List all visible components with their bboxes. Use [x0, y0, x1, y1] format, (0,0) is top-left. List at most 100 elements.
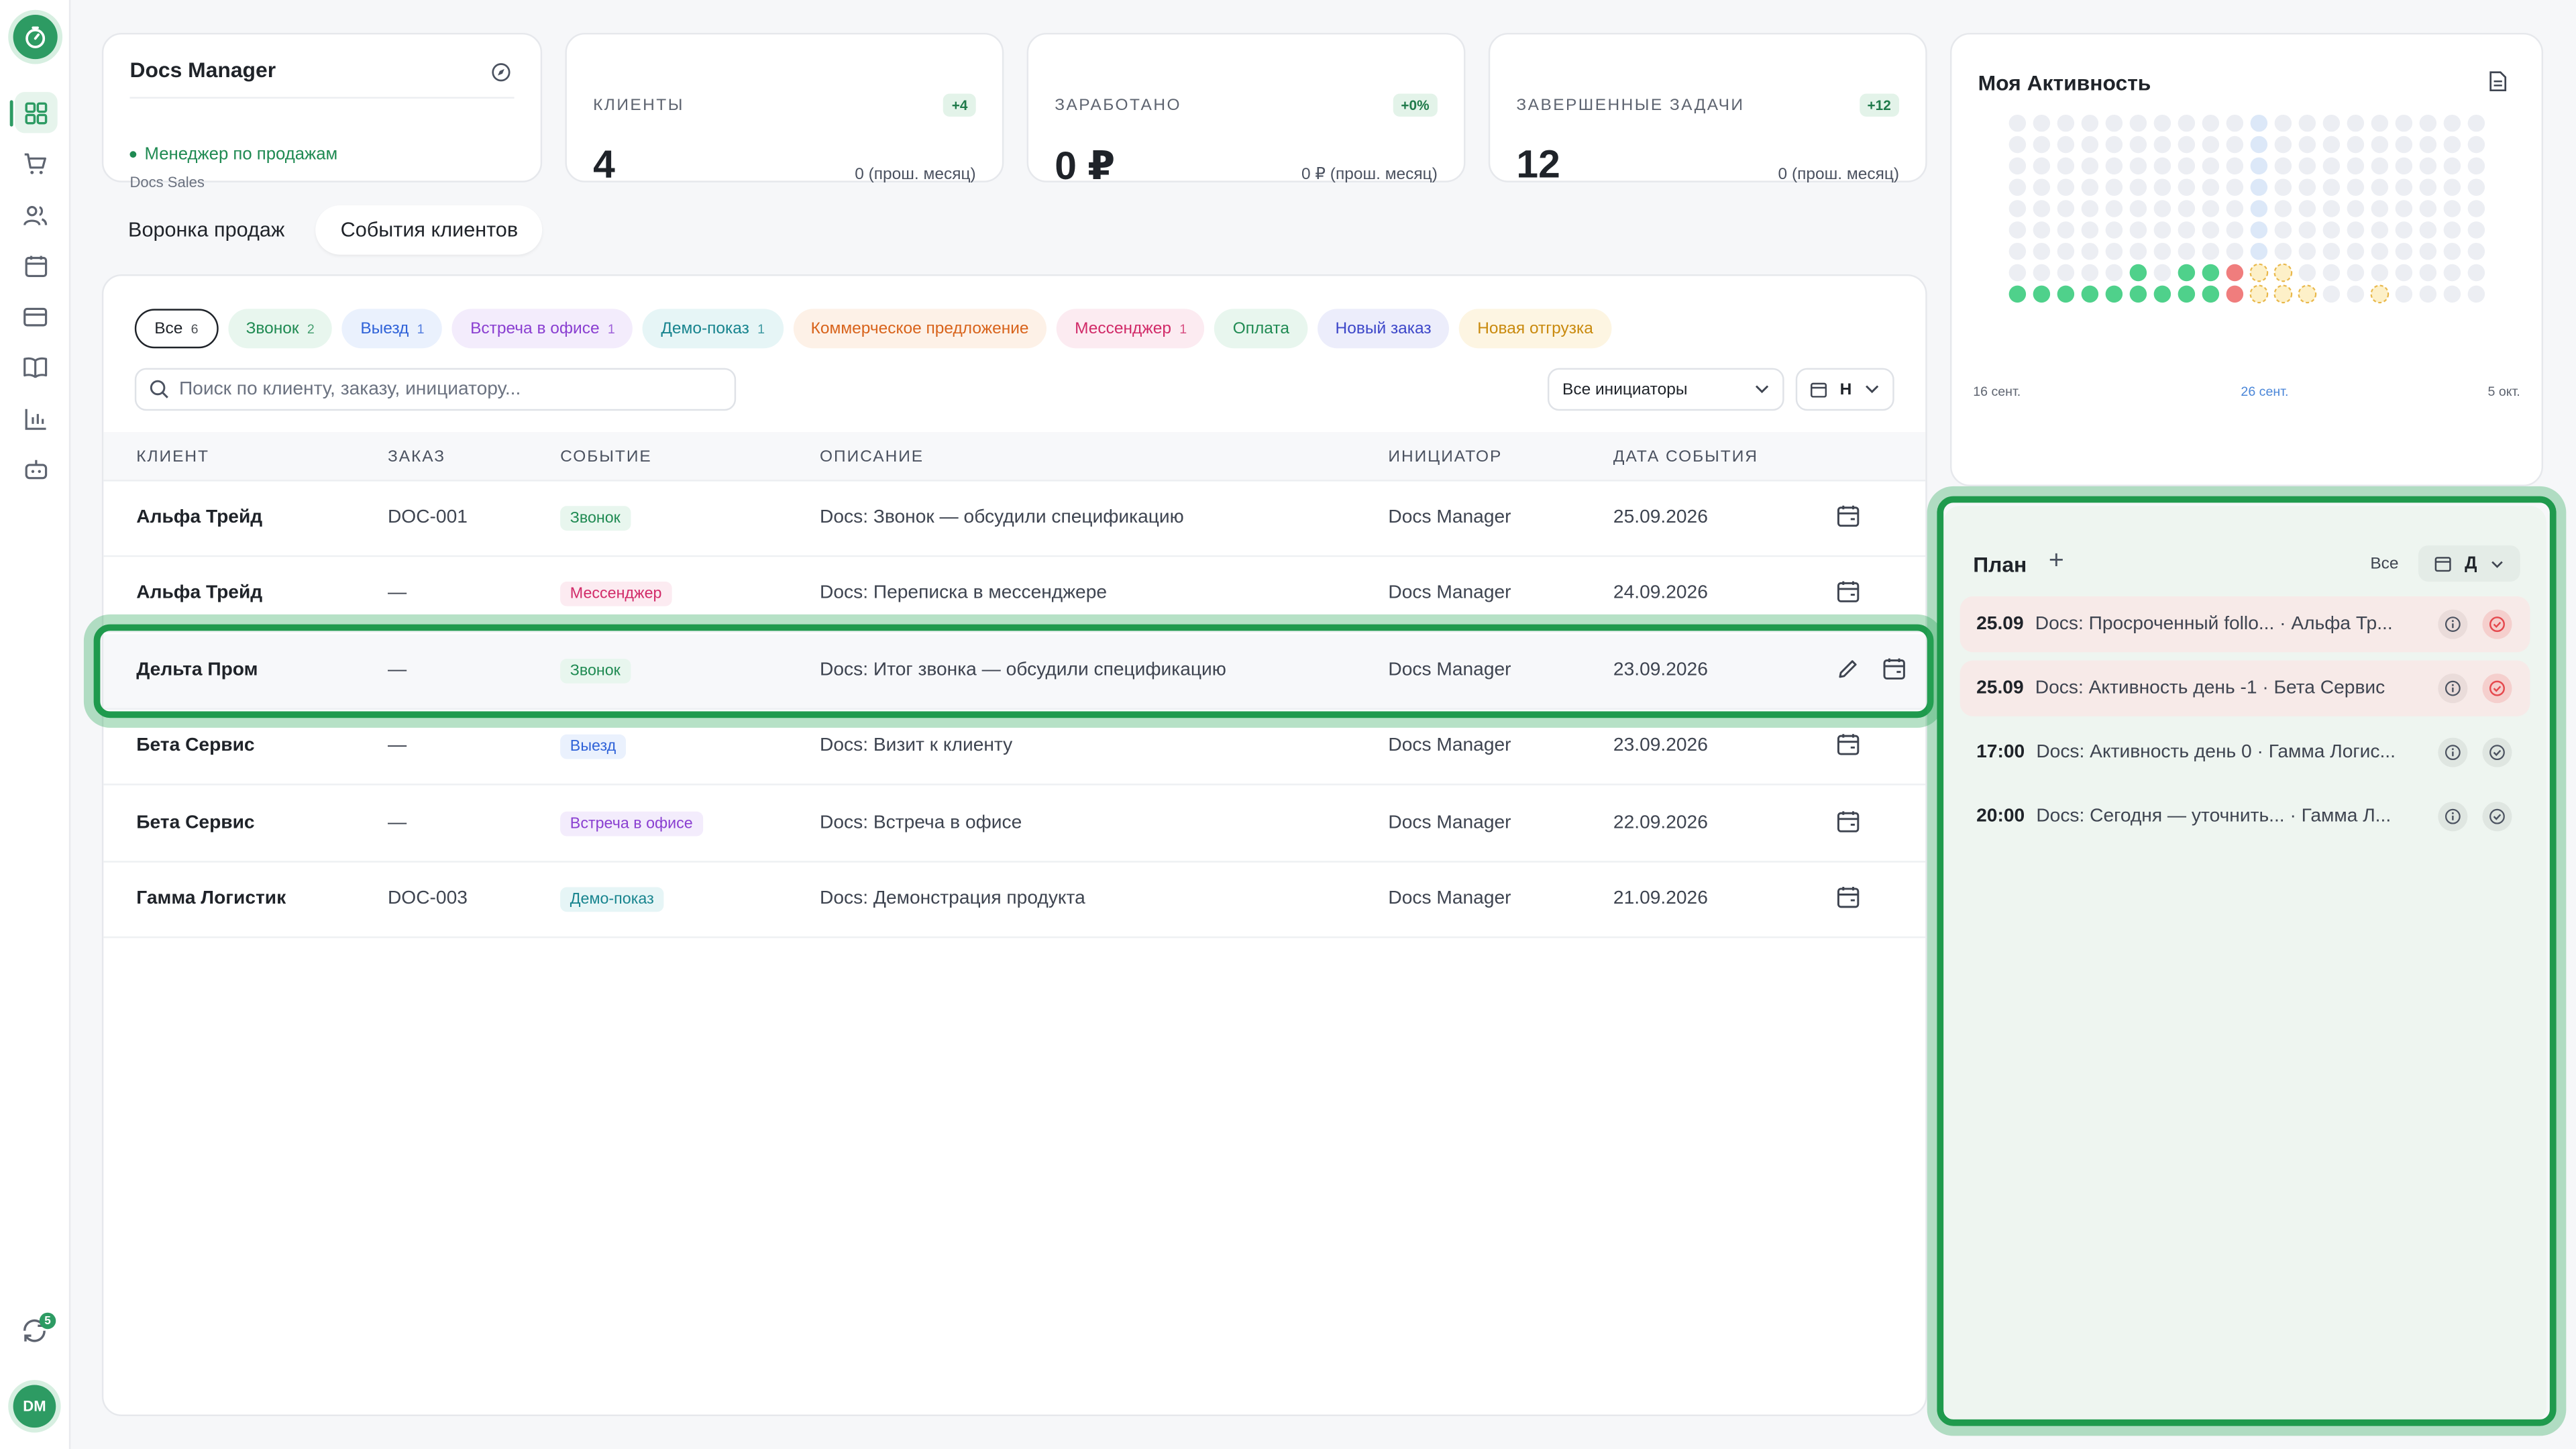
activity-dot: [2274, 136, 2292, 154]
stat-card-earned: ЗАРАБОТАНО +0% 0 ₽ 0 ₽ (прош. месяц): [1026, 32, 1466, 189]
info-icon[interactable]: [2438, 674, 2468, 704]
activity-dot: [2081, 136, 2099, 154]
stat-badge: +0%: [1393, 93, 1438, 117]
card-icon[interactable]: [19, 301, 51, 332]
table-row[interactable]: Бета Сервис — Встреча в офисе Docs: Встр…: [103, 787, 1926, 863]
activity-dot: [2226, 285, 2244, 303]
activity-dot: [2178, 114, 2196, 132]
th-client[interactable]: КЛИЕНТ: [136, 448, 209, 467]
filter-payment[interactable]: Оплата: [1214, 309, 1307, 349]
period-select[interactable]: Н: [1795, 368, 1894, 411]
filter-count: 1: [607, 321, 615, 336]
complete-icon[interactable]: [2482, 802, 2512, 832]
activity-dot: [2226, 221, 2244, 239]
plan-panel: План + Все Д 25.09 Docs: Просроченный fo…: [1943, 506, 2546, 1423]
activity-dot: [2129, 157, 2147, 175]
activity-dot: [2153, 178, 2171, 196]
complete-icon[interactable]: [2482, 674, 2512, 704]
cell-description: Docs: Звонок — обсудили спецификацию: [820, 507, 1184, 528]
activity-dot: [2322, 285, 2341, 303]
book-icon[interactable]: [19, 352, 51, 383]
th-description[interactable]: ОПИСАНИЕ: [820, 448, 924, 467]
plan-item[interactable]: 20:00 Docs: Сегодня — уточнить... · Гамм…: [1960, 789, 2530, 845]
th-event[interactable]: СОБЫТИЕ: [560, 448, 652, 467]
stat-badge: +4: [943, 93, 976, 117]
compass-icon[interactable]: [491, 61, 514, 84]
avatar[interactable]: DM: [13, 1385, 56, 1428]
info-icon[interactable]: [2438, 737, 2468, 767]
cell-description: Docs: Итог звонка — обсудили спецификаци…: [820, 660, 1226, 680]
stat-badge: +12: [1859, 93, 1900, 117]
activity-dot: [2298, 136, 2316, 154]
activity-dot: [2202, 264, 2220, 282]
filter-commercial-offer[interactable]: Коммерческое предложение: [792, 309, 1047, 349]
filter-demo[interactable]: Демо-показ 1: [643, 309, 783, 349]
complete-icon[interactable]: [2482, 737, 2512, 767]
edit-icon[interactable]: [1837, 657, 1863, 684]
activity-dot: [2395, 178, 2413, 196]
dashboard-icon[interactable]: [19, 97, 51, 128]
plan-item[interactable]: 17:00 Docs: Активность день 0 · Гамма Ло…: [1960, 724, 2530, 780]
filter-new-order[interactable]: Новый заказ: [1317, 309, 1450, 349]
plan-item[interactable]: 25.09 Docs: Просроченный follo... · Альф…: [1960, 596, 2530, 653]
schedule-icon[interactable]: [1837, 810, 1863, 836]
filter-all[interactable]: Все 6: [134, 309, 218, 349]
activity-dot: [2226, 157, 2244, 175]
chart-icon[interactable]: [19, 402, 51, 434]
cart-icon[interactable]: [19, 148, 51, 179]
calendar-icon[interactable]: [19, 250, 51, 281]
plan-period-select[interactable]: Д: [2418, 545, 2520, 582]
bot-icon[interactable]: [19, 453, 51, 485]
schedule-icon[interactable]: [1837, 885, 1863, 912]
th-initiator[interactable]: ИНИЦИАТОР: [1388, 448, 1503, 467]
activity-dot: [2395, 242, 2413, 260]
plan-title: План: [1973, 551, 2027, 577]
activity-dot: [2153, 157, 2171, 175]
activity-dot: [2081, 200, 2099, 217]
filter-label: Мессенджер: [1075, 319, 1171, 338]
plan-item[interactable]: 25.09 Docs: Активность день -1 · Бета Се…: [1960, 660, 2530, 716]
table-row[interactable]: Бета Сервис — Выезд Docs: Визит к клиент…: [103, 710, 1926, 786]
filter-call[interactable]: Звонок 2: [227, 309, 333, 349]
tab-client-events[interactable]: События клиентов: [315, 205, 543, 255]
initiator-select[interactable]: Все инициаторы: [1547, 368, 1784, 411]
th-order[interactable]: ЗАКАЗ: [387, 448, 446, 467]
th-date[interactable]: ДАТА СОБЫТИЯ: [1613, 448, 1758, 467]
activity-dot: [2322, 157, 2341, 175]
profile-divider: [129, 97, 515, 99]
info-icon[interactable]: [2438, 802, 2468, 832]
filter-messenger[interactable]: Мессенджер 1: [1057, 309, 1205, 349]
schedule-icon[interactable]: [1883, 657, 1909, 684]
table-row[interactable]: Альфа Трейд DOC-001 Звонок Docs: Звонок …: [103, 482, 1926, 557]
activity-dot: [2178, 242, 2196, 260]
activity-dot: [2467, 200, 2485, 217]
filter-office-meeting[interactable]: Встреча в офисе 1: [452, 309, 633, 349]
activity-date-current: 26 сент.: [2241, 384, 2289, 400]
app-logo[interactable]: [13, 15, 58, 60]
activity-dot: [2298, 242, 2316, 260]
filter-new-shipment[interactable]: Новая отгрузка: [1459, 309, 1611, 349]
table-row[interactable]: Гамма Логистик DOC-003 Демо-показ Docs: …: [103, 863, 1926, 938]
filter-count: 1: [1179, 321, 1187, 336]
tab-sales-funnel[interactable]: Воронка продаж: [128, 218, 285, 242]
document-icon[interactable]: [2489, 70, 2508, 93]
activity-dot: [2250, 221, 2268, 239]
table-row-selected[interactable]: Дельта Пром — Звонок Docs: Итог звонка —…: [103, 634, 1926, 710]
chevron-down-icon: [2491, 560, 2503, 568]
search-input[interactable]: Поиск по клиенту, заказу, инициатору...: [134, 368, 737, 411]
status-dot: [129, 151, 137, 158]
users-icon[interactable]: [19, 199, 51, 230]
cell-initiator: Docs Manager: [1388, 736, 1511, 756]
schedule-icon[interactable]: [1837, 580, 1863, 606]
plus-icon[interactable]: +: [2048, 547, 2064, 576]
activity-dot: [2178, 200, 2196, 217]
schedule-icon[interactable]: [1837, 504, 1863, 531]
activity-dot: [2033, 136, 2051, 154]
filter-visit[interactable]: Выезд 1: [342, 309, 443, 349]
cell-order: —: [387, 583, 407, 603]
complete-icon[interactable]: [2482, 609, 2512, 639]
info-icon[interactable]: [2438, 609, 2468, 639]
schedule-icon[interactable]: [1837, 733, 1863, 759]
table-row[interactable]: Альфа Трейд — Мессенджер Docs: Переписка…: [103, 557, 1926, 633]
plan-filter-all[interactable]: Все: [2370, 555, 2399, 574]
